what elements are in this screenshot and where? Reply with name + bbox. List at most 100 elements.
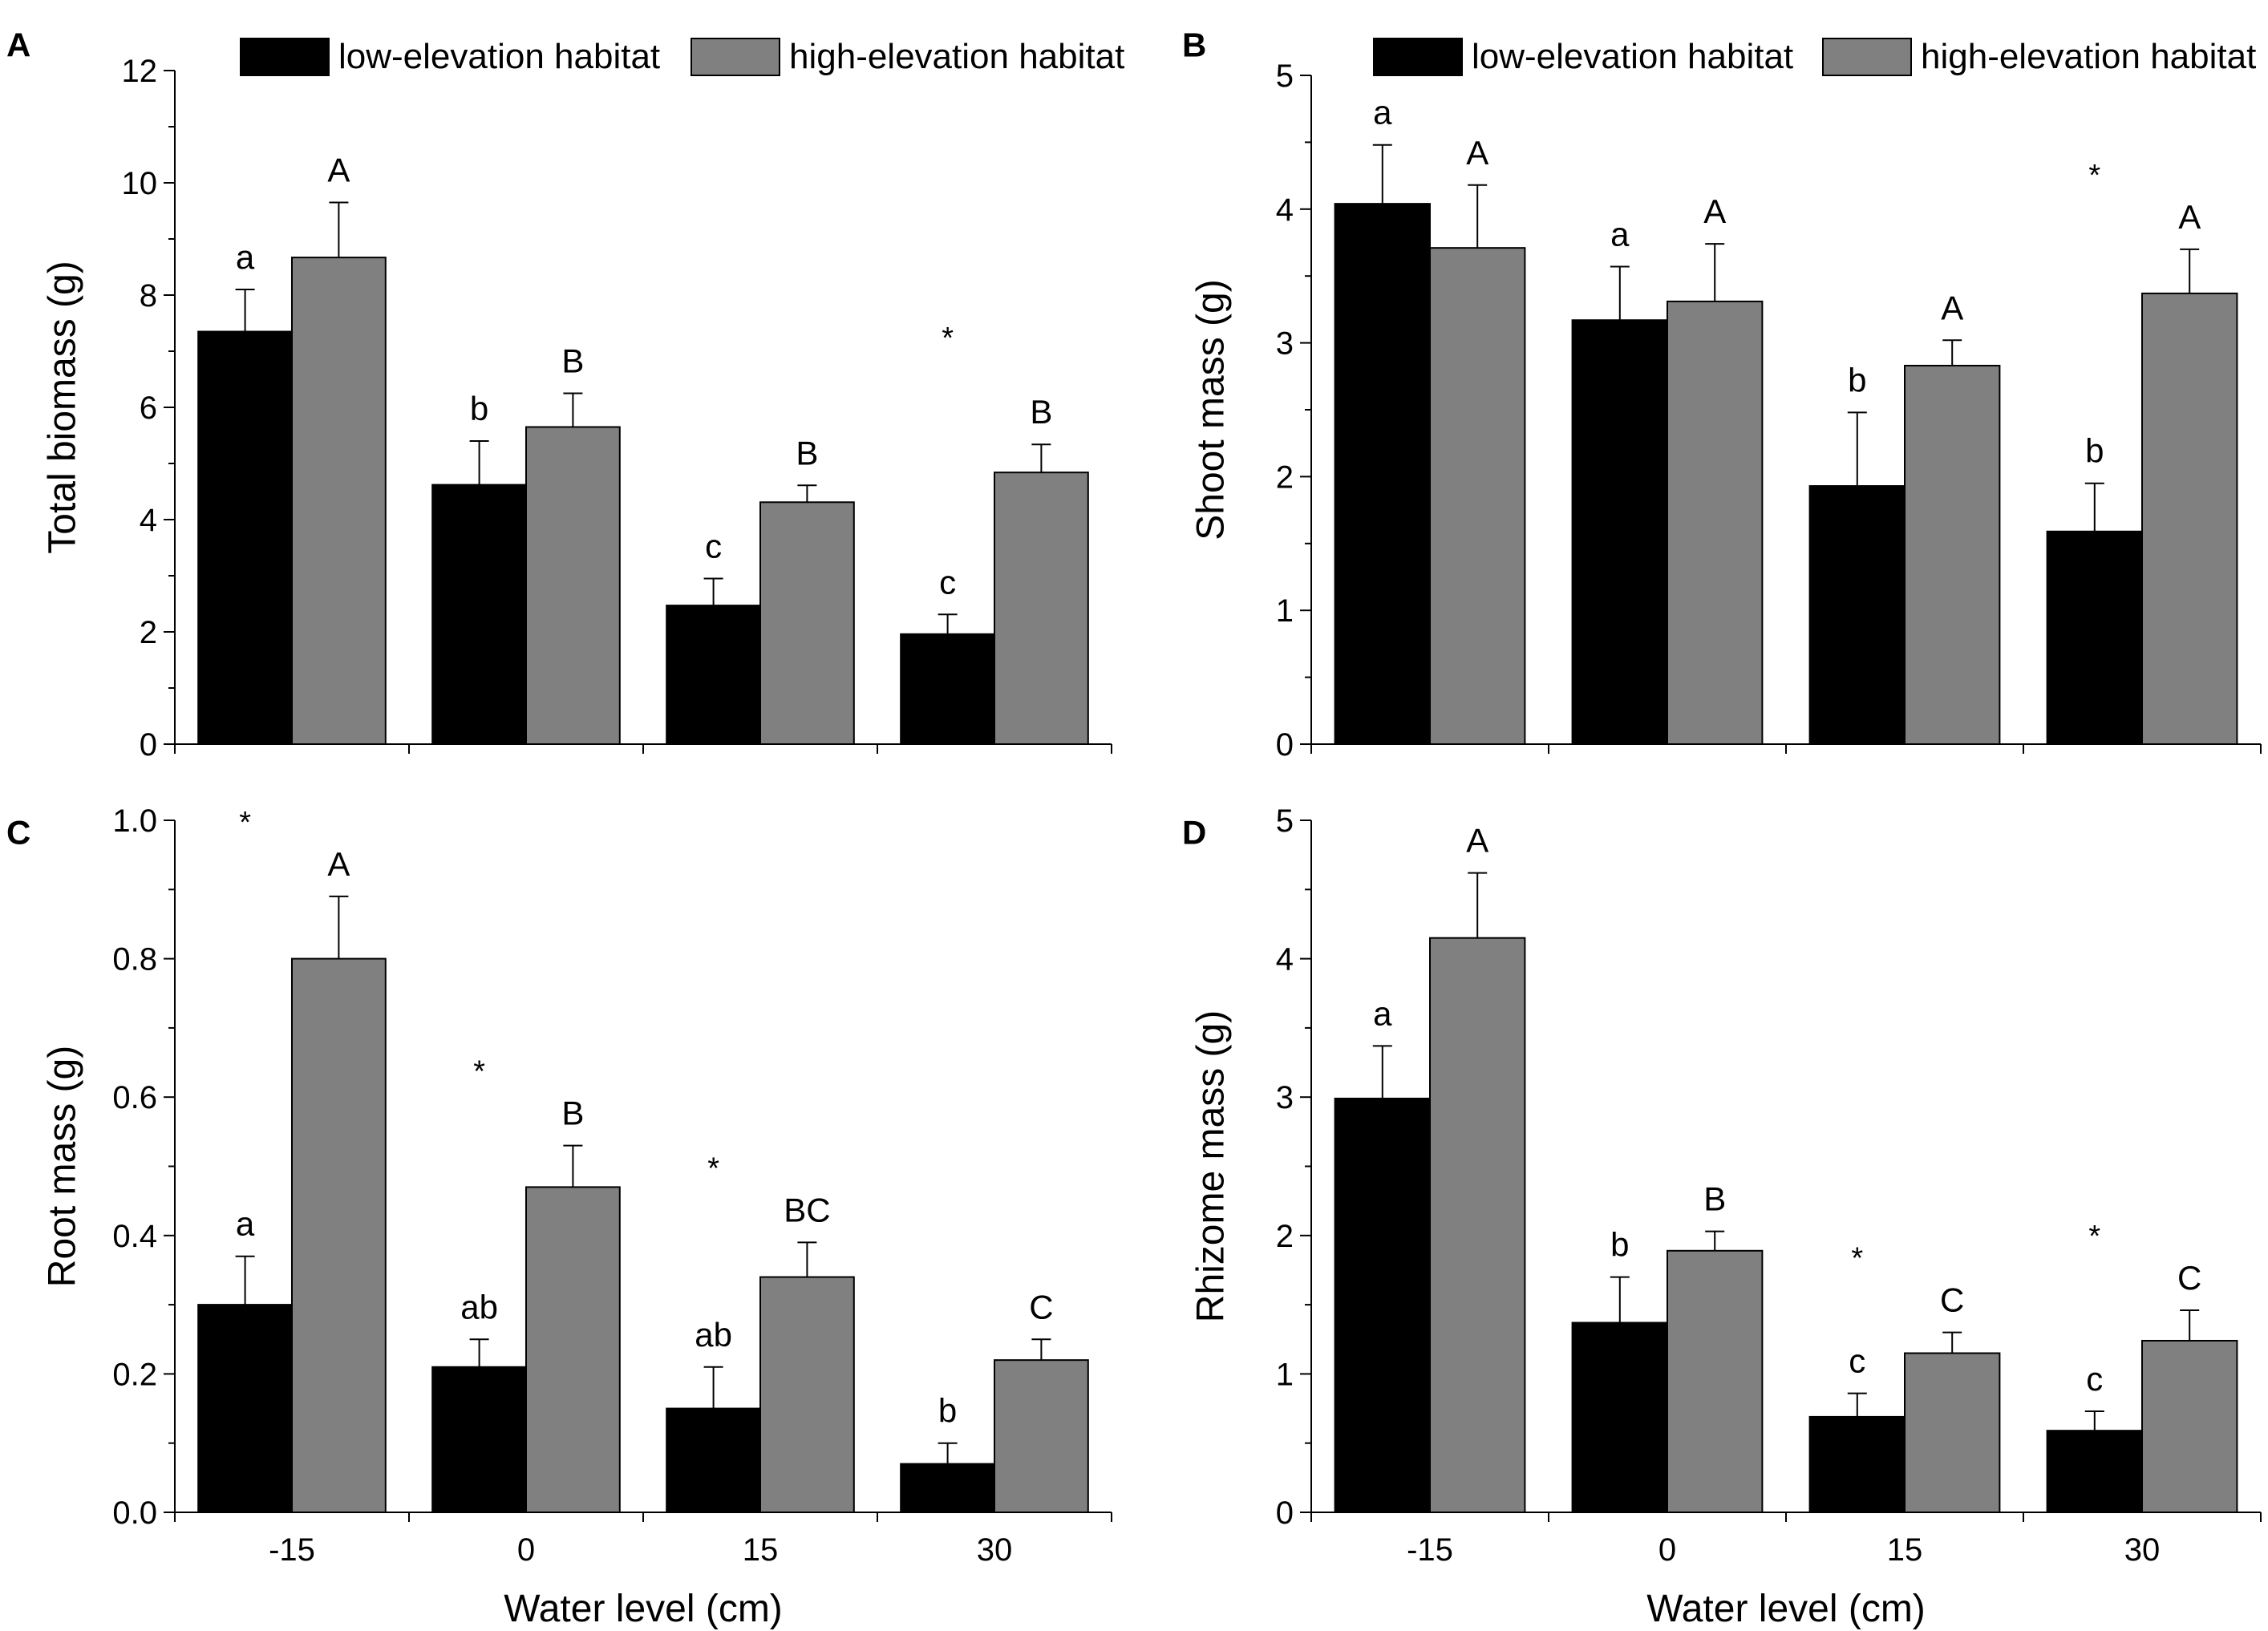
y-tick-label: 0.8 <box>112 942 157 977</box>
significance-star: * <box>2088 159 2100 192</box>
chart-panel-d: Da b c c A B C C * * 0 1 2 3 4 5 -15 0 15 30 Water level (cm… <box>1182 803 2262 1630</box>
bar <box>1571 1321 1668 1513</box>
y-tick-label: 4 <box>140 503 157 538</box>
significance-letter: a <box>236 238 255 276</box>
significance-letter: b <box>1848 361 1866 399</box>
bar <box>759 1276 855 1513</box>
bar <box>1334 203 1431 746</box>
x-tick-label: -15 <box>1407 1532 1453 1568</box>
significance-letter: A <box>2178 198 2201 236</box>
chart-panel-c: Ca ab ab b A B BC C * * * 0.0 0.2 0.4 0.6 0.8 1.0 -15 0 15 3… <box>6 803 1112 1630</box>
bar <box>1808 1415 1906 1514</box>
significance-letter: A <box>327 152 350 189</box>
significance-letter: C <box>1029 1288 1053 1325</box>
y-tick-label: 12 <box>122 54 158 89</box>
significance-star: * <box>707 1151 719 1185</box>
significance-letter: B <box>561 1095 584 1132</box>
significance-letter: a <box>236 1205 255 1243</box>
significance-star: * <box>2088 1220 2100 1253</box>
significance-letter: ab <box>695 1316 732 1354</box>
bar <box>431 484 528 745</box>
bar <box>666 1407 762 1514</box>
x-tick-label: -15 <box>269 1532 315 1568</box>
panel-letter: B <box>1182 26 1206 63</box>
x-tick-label: 15 <box>1887 1532 1923 1568</box>
significance-letter: a <box>1373 994 1392 1032</box>
significance-letter: B <box>561 342 584 380</box>
x-tick-label: 30 <box>2124 1532 2161 1568</box>
y-tick-label: 0.0 <box>112 1495 157 1531</box>
significance-star: * <box>239 806 251 840</box>
y-tick-label: 4 <box>1276 942 1294 977</box>
x-tick-label: 15 <box>743 1532 779 1568</box>
bar <box>525 426 621 745</box>
bar <box>1808 485 1906 745</box>
bar <box>759 501 855 745</box>
bar <box>1429 937 1526 1513</box>
significance-letter: C <box>1940 1281 1964 1319</box>
y-tick-label: 0 <box>1276 1495 1294 1531</box>
y-tick-label: 10 <box>122 166 158 201</box>
bar <box>1334 1097 1431 1513</box>
y-tick-label: 1 <box>1276 1357 1294 1392</box>
significance-letter: c <box>2086 1360 2103 1398</box>
legend-label: high-elevation habitat <box>789 37 1124 76</box>
bar <box>1571 319 1668 745</box>
bar <box>1429 247 1526 745</box>
y-tick-label: 5 <box>1276 59 1294 94</box>
significance-letter: b <box>2085 432 2104 470</box>
y-tick-label: 5 <box>1276 803 1294 839</box>
y-axis-title: Shoot mass (g) <box>1190 279 1233 540</box>
panel-letter: A <box>6 26 30 63</box>
bar <box>994 471 1089 745</box>
legend-swatch <box>1373 38 1463 76</box>
significance-letter: A <box>1466 822 1488 860</box>
bar <box>525 1186 621 1513</box>
significance-letter: A <box>1941 289 1963 326</box>
significance-letter: A <box>1466 134 1488 172</box>
bar <box>431 1366 528 1514</box>
legend-label: high-elevation habitat <box>1921 37 2256 76</box>
significance-letter: B <box>1030 393 1052 431</box>
y-tick-label: 0.6 <box>112 1080 157 1115</box>
x-tick-label: 0 <box>1658 1532 1676 1568</box>
bar <box>1667 300 1764 745</box>
panel-letter: C <box>6 813 30 851</box>
legend-label: low-elevation habitat <box>338 37 660 76</box>
bar <box>197 1304 293 1513</box>
bar <box>1904 1352 2001 1514</box>
significance-letter: b <box>470 390 488 427</box>
bar <box>994 1359 1089 1514</box>
y-axis-title: Rhizome mass (g) <box>1190 1010 1233 1322</box>
legend-swatch <box>691 38 780 76</box>
legend-swatch <box>1822 38 1912 76</box>
y-tick-label: 0 <box>140 727 157 763</box>
y-tick-label: 1.0 <box>112 803 157 839</box>
y-axis-title: Root mass (g) <box>42 1046 84 1287</box>
y-tick-label: 2 <box>1276 459 1294 495</box>
y-tick-label: 0.4 <box>112 1219 157 1254</box>
significance-star: * <box>473 1055 485 1089</box>
chart-panel-a: Aa b c c A B B B * 0 2 4 6 8 10 12 Total biomass (g) low-… <box>6 26 1124 763</box>
significance-letter: c <box>939 563 956 601</box>
y-axis-title: Total biomass (g) <box>42 261 84 553</box>
y-tick-label: 2 <box>140 615 157 650</box>
panel-letter: D <box>1182 813 1206 851</box>
significance-star: * <box>1851 1242 1863 1276</box>
y-tick-label: 1 <box>1276 593 1294 629</box>
legend-swatch <box>240 38 330 76</box>
bar <box>2141 292 2238 746</box>
significance-letter: c <box>705 528 722 565</box>
y-tick-label: 6 <box>140 391 157 426</box>
y-tick-label: 4 <box>1276 192 1294 228</box>
y-tick-label: 0 <box>1276 727 1294 763</box>
y-tick-label: 0.2 <box>112 1357 157 1392</box>
significance-letter: BC <box>784 1191 830 1228</box>
chart-panel-b: Ba a b b A A A A * 0 1 2 3 4 5 Shoot mass (g) low-elevat… <box>1182 26 2262 763</box>
y-tick-label: 3 <box>1276 326 1294 362</box>
significance-letter: b <box>938 1392 957 1430</box>
significance-letter: C <box>2177 1259 2201 1297</box>
bar <box>1667 1249 1764 1513</box>
significance-letter: b <box>1610 1226 1629 1264</box>
